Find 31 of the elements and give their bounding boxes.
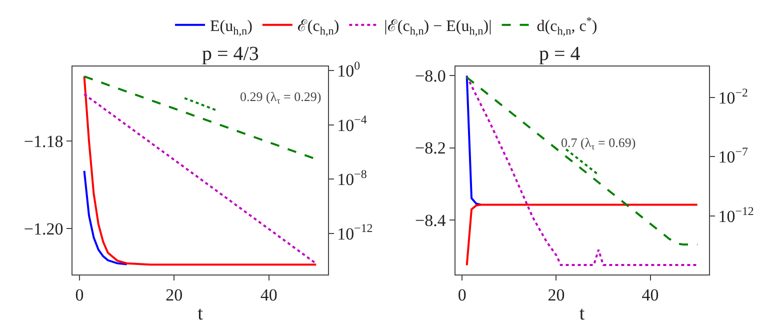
- y2-tick-label: 10$^{0}$: [337, 58, 360, 81]
- y2-tick-label: 10$^{−8}$: [337, 166, 367, 190]
- x-tick-label: 0: [458, 286, 466, 305]
- legend-label: d(c$_{h,n}$, c$^{*}$): [536, 15, 598, 38]
- line-series: [466, 204, 698, 266]
- chart-title: p = 4/3: [202, 43, 259, 65]
- x-tick-label: 40: [260, 286, 278, 305]
- chart-title: p = 4: [539, 43, 580, 65]
- y2-tick-label: 10$^{−12}$: [337, 221, 373, 244]
- y-tick-label: −8.0: [415, 66, 446, 86]
- x-tick-label: 0: [75, 286, 84, 305]
- annotation: 0.29 (λ$_{τ}$ = 0.29): [240, 89, 322, 106]
- legend-label: ℰ(c$_{h,n}$): [297, 18, 340, 38]
- x-tick-label: 40: [642, 286, 659, 305]
- y2-tick-label: 10$^{−7}$: [718, 144, 748, 167]
- y-tick-label: −1.20: [24, 220, 64, 239]
- y-tick-label: −8.2: [415, 138, 446, 158]
- x-tick-label: 20: [166, 286, 183, 305]
- x-axis-title: t: [198, 303, 204, 324]
- y-tick-label: −1.18: [24, 132, 64, 152]
- y2-tick-label: 10$^{−2}$: [718, 85, 748, 108]
- x-axis-title: t: [579, 303, 586, 324]
- legend-label: E(u$_{h,n}$): [210, 18, 252, 38]
- annotation: 0.7 (λ$_{τ}$ = 0.69): [561, 135, 636, 152]
- x-tick-label: 20: [548, 286, 565, 305]
- y2-tick-label: 10$^{−12}$: [718, 204, 754, 226]
- y-tick-label: −8.4: [415, 210, 446, 230]
- legend-label: |ℰ(c$_{h,n}$) − E(u$_{h,n}$)|: [384, 18, 492, 38]
- line-series: [466, 74, 482, 206]
- y2-tick-label: 10$^{−4}$: [337, 112, 367, 135]
- line-series: [83, 170, 128, 266]
